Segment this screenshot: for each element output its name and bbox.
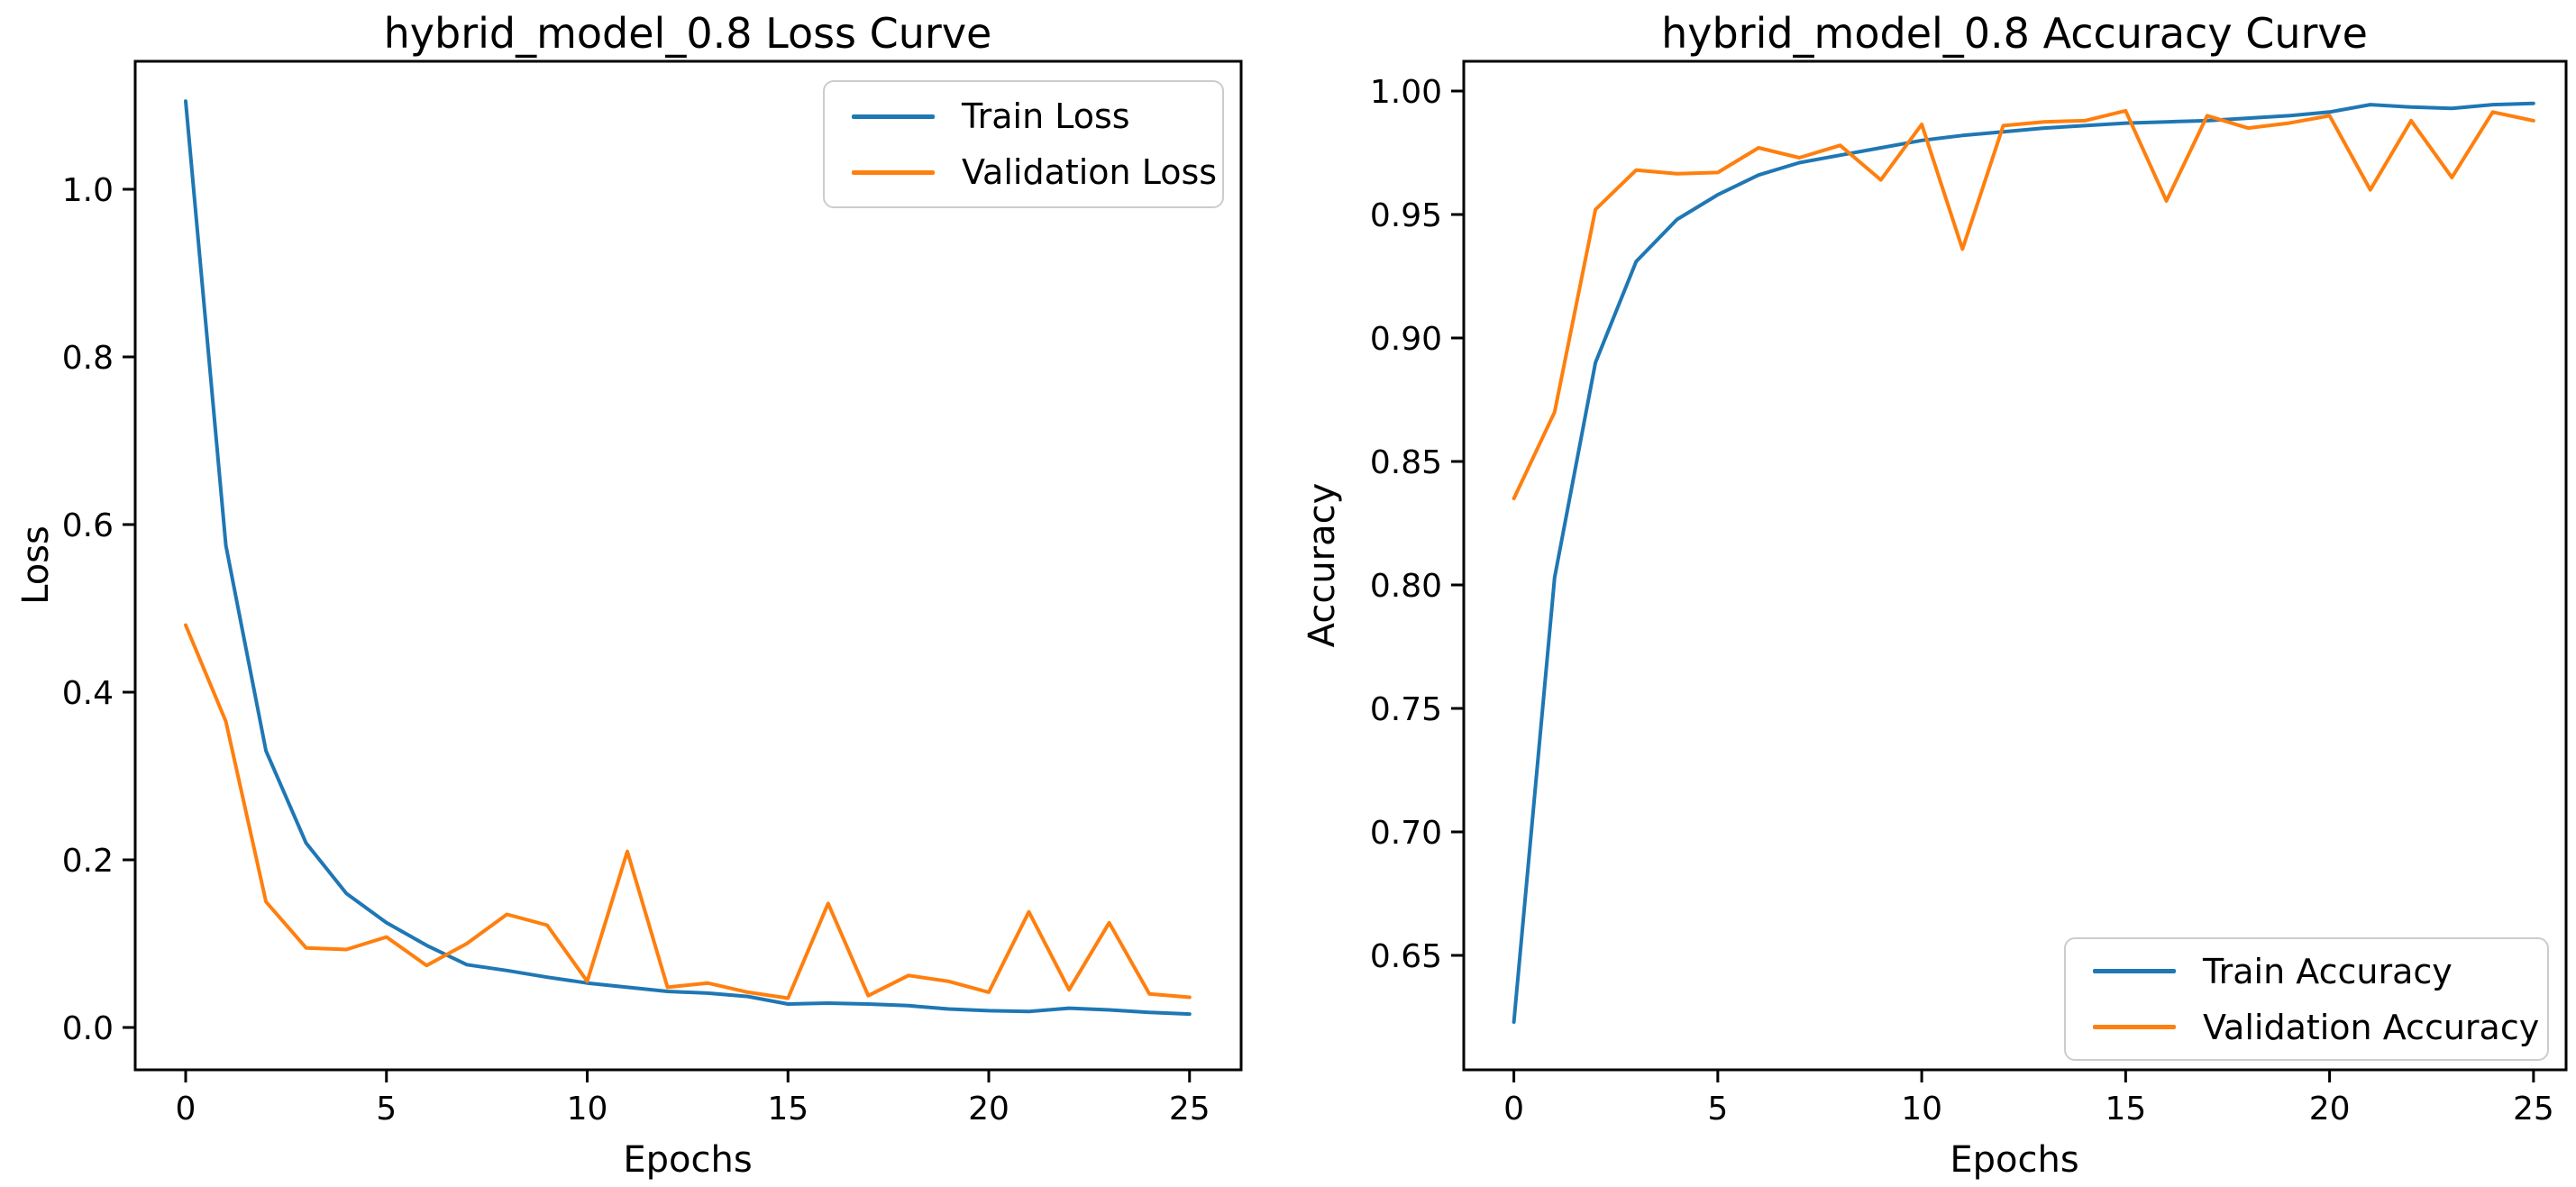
y-tick-label: 1.00	[1370, 74, 1442, 111]
x-tick-label: 25	[1169, 1091, 1210, 1128]
x-tick-label: 25	[2513, 1091, 2554, 1128]
y-tick-label: 0.95	[1370, 197, 1442, 234]
validation-loss-line	[184, 623, 1192, 1000]
x-tick-label: 15	[2105, 1091, 2146, 1128]
accuracy-x-axis-label: Epochs	[1950, 1139, 2079, 1181]
validation-accuracy-line-swatch	[2093, 1025, 2176, 1029]
train-loss-legend-label: Train Loss	[962, 96, 1130, 136]
accuracy-y-axis-label: Accuracy	[1302, 482, 1343, 648]
accuracy-plot-area: 0 5 10 15 20 25 0.65 0.70 0.75 0.80 0.85 0.90 0.95 1.…	[1370, 59, 2568, 1128]
y-tick-label: 0.65	[1370, 938, 1442, 975]
validation-loss-legend-label: Validation Loss	[962, 152, 1218, 192]
x-tick-label: 20	[968, 1091, 1009, 1128]
y-tick-label: 1.0	[62, 172, 114, 209]
y-tick-label: 0.70	[1370, 815, 1442, 852]
validation-accuracy-line	[1512, 108, 2535, 501]
train-loss-line-swatch	[852, 114, 935, 119]
y-tick-label: 0.0	[62, 1010, 114, 1047]
validation-loss-line-swatch	[852, 169, 935, 175]
y-tick-label: 0.75	[1370, 691, 1442, 728]
x-tick-label: 20	[2309, 1091, 2351, 1128]
loss-plot-area: 0 5 10 15 20 25 0.0 0.2 0.4 0.6 0.8 1.0	[62, 59, 1243, 1128]
y-tick-label: 0.6	[62, 507, 114, 544]
train-accuracy-line-swatch	[2093, 969, 2176, 973]
x-tick-label: 0	[1503, 1091, 1524, 1128]
y-tick-label: 0.85	[1370, 444, 1442, 481]
legend-row-train-loss: Train Loss	[825, 88, 1222, 144]
loss-x-axis-label: Epochs	[623, 1139, 753, 1181]
accuracy-chart-title: hybrid_model_0.8 Accuracy Curve	[1661, 9, 2368, 58]
x-tick-label: 5	[376, 1091, 397, 1128]
train-accuracy-legend-label: Train Accuracy	[2203, 951, 2453, 991]
legend-row-validation-accuracy: Validation Accuracy	[2066, 1000, 2547, 1055]
legend-row-train-accuracy: Train Accuracy	[2066, 944, 2547, 1000]
legend-row-validation-loss: Validation Loss	[825, 144, 1222, 200]
train-accuracy-line	[1512, 101, 2535, 1024]
y-tick-label: 0.8	[62, 340, 114, 377]
accuracy-legend: Train Accuracy Validation Accuracy	[2064, 937, 2549, 1061]
x-tick-label: 5	[1707, 1091, 1728, 1128]
x-tick-label: 10	[567, 1091, 608, 1128]
x-tick-label: 0	[176, 1091, 196, 1128]
y-tick-label: 0.90	[1370, 321, 1442, 358]
y-tick-label: 0.4	[62, 675, 114, 712]
y-tick-label: 0.80	[1370, 568, 1442, 605]
loss-y-axis-label: Loss	[15, 525, 57, 605]
axes-spines	[1462, 59, 2568, 1072]
loss-legend: Train Loss Validation Loss	[823, 80, 1224, 208]
x-tick-label: 10	[1901, 1091, 1942, 1128]
loss-chart-title: hybrid_model_0.8 Loss Curve	[383, 9, 992, 58]
y-tick-label: 0.2	[62, 843, 114, 880]
axes-spines	[133, 59, 1243, 1072]
train-loss-line	[184, 99, 1192, 1017]
validation-accuracy-legend-label: Validation Accuracy	[2203, 1007, 2540, 1047]
x-tick-label: 15	[767, 1091, 808, 1128]
